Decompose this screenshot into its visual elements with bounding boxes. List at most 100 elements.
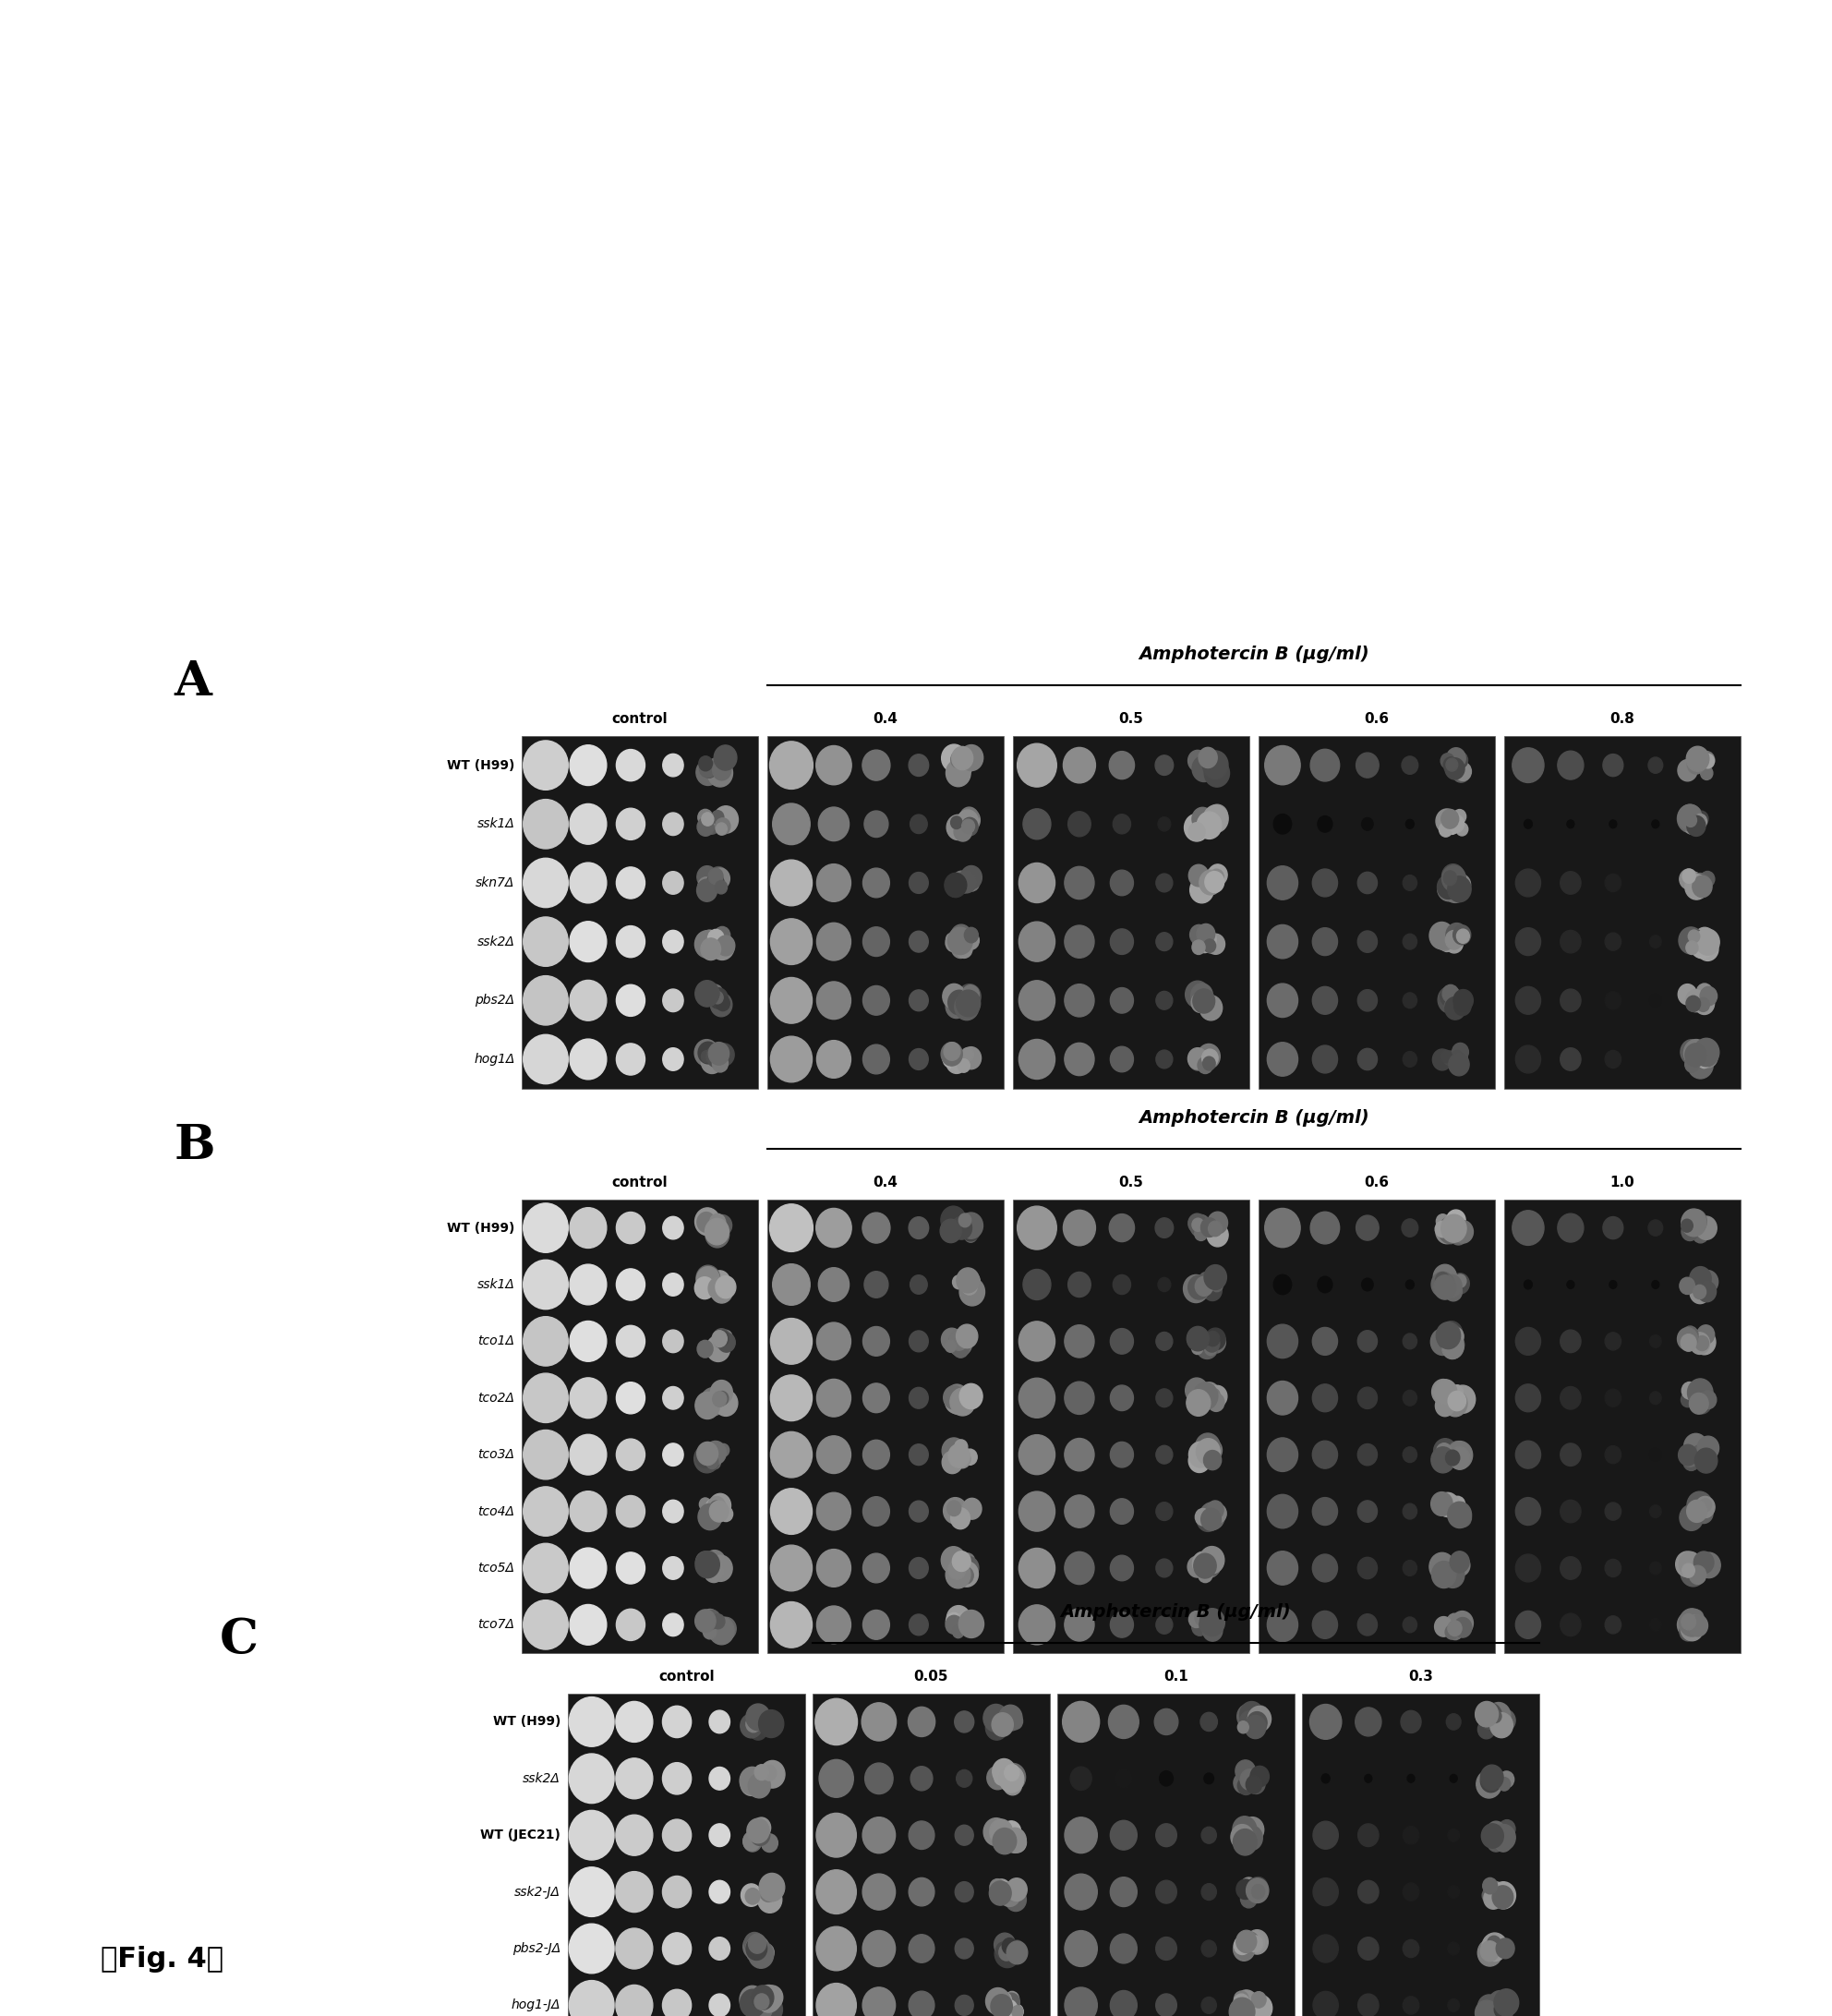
Circle shape	[1000, 2000, 1017, 2016]
Circle shape	[707, 984, 722, 1000]
Circle shape	[958, 1611, 984, 1637]
Circle shape	[709, 1494, 731, 1518]
Circle shape	[771, 1488, 812, 1534]
Circle shape	[1233, 1772, 1253, 1792]
Circle shape	[863, 1383, 890, 1413]
Circle shape	[1070, 1766, 1092, 1790]
Circle shape	[993, 1758, 1015, 1784]
Circle shape	[1196, 923, 1215, 943]
Circle shape	[958, 1613, 971, 1627]
Circle shape	[700, 760, 716, 778]
Circle shape	[1451, 1496, 1466, 1512]
Circle shape	[696, 1552, 714, 1572]
Circle shape	[703, 1560, 724, 1583]
Circle shape	[1449, 1504, 1462, 1518]
Circle shape	[716, 996, 729, 1010]
Circle shape	[1698, 1282, 1717, 1302]
Circle shape	[1205, 1343, 1216, 1355]
Text: skn7Δ: skn7Δ	[476, 877, 515, 889]
Circle shape	[1605, 1445, 1621, 1464]
Circle shape	[1687, 1609, 1704, 1627]
Text: 0.6: 0.6	[1365, 712, 1389, 726]
Circle shape	[989, 1879, 1006, 1895]
Circle shape	[1193, 939, 1205, 954]
Text: Amphotercin B (μg/ml): Amphotercin B (μg/ml)	[1140, 645, 1369, 663]
Circle shape	[1445, 758, 1464, 780]
Circle shape	[1365, 1774, 1372, 1782]
Circle shape	[1451, 1615, 1471, 1637]
Circle shape	[1451, 1050, 1462, 1062]
Text: 0.4: 0.4	[874, 1175, 898, 1189]
Text: Amphotercin B (μg/ml): Amphotercin B (μg/ml)	[1140, 1109, 1369, 1127]
Circle shape	[1019, 1605, 1055, 1645]
Circle shape	[707, 1496, 725, 1516]
Circle shape	[740, 1883, 762, 1907]
Circle shape	[616, 1927, 652, 1970]
Circle shape	[1455, 1508, 1471, 1526]
Circle shape	[1436, 1443, 1453, 1460]
Circle shape	[1200, 750, 1220, 772]
Circle shape	[1235, 1992, 1249, 2008]
Circle shape	[1689, 929, 1700, 943]
Circle shape	[1268, 867, 1297, 899]
Circle shape	[1453, 752, 1467, 768]
Circle shape	[1312, 1554, 1337, 1583]
Circle shape	[1444, 998, 1458, 1014]
Bar	[813, 1693, 1050, 2016]
Circle shape	[949, 1443, 969, 1468]
Circle shape	[1189, 1276, 1209, 1300]
Circle shape	[1268, 1381, 1297, 1415]
Circle shape	[696, 1447, 714, 1468]
Circle shape	[616, 1496, 645, 1528]
Circle shape	[705, 1456, 718, 1470]
Circle shape	[1002, 1820, 1020, 1843]
Circle shape	[1268, 1609, 1297, 1641]
Circle shape	[1204, 1506, 1224, 1526]
Circle shape	[1680, 1278, 1695, 1294]
Circle shape	[817, 1040, 850, 1079]
Circle shape	[698, 1341, 713, 1357]
Circle shape	[949, 748, 969, 770]
Bar	[1303, 1693, 1539, 2016]
Circle shape	[953, 754, 971, 774]
Text: tco7Δ: tco7Δ	[478, 1619, 515, 1631]
Circle shape	[720, 1331, 733, 1345]
Circle shape	[663, 1933, 691, 1964]
Circle shape	[1200, 1383, 1220, 1405]
Circle shape	[960, 1615, 980, 1635]
Circle shape	[1689, 754, 1702, 770]
Circle shape	[751, 1712, 764, 1726]
Circle shape	[1248, 1935, 1262, 1951]
Circle shape	[1202, 873, 1218, 889]
Circle shape	[1434, 1222, 1449, 1238]
Circle shape	[865, 1272, 889, 1298]
Circle shape	[570, 980, 606, 1020]
Circle shape	[1561, 990, 1581, 1012]
Circle shape	[1189, 865, 1209, 887]
Circle shape	[1449, 1054, 1462, 1066]
Circle shape	[1358, 1556, 1378, 1579]
Circle shape	[570, 1435, 606, 1476]
Circle shape	[1198, 748, 1216, 768]
Circle shape	[943, 1048, 960, 1068]
Text: control: control	[658, 1669, 714, 1683]
Circle shape	[771, 861, 812, 905]
Circle shape	[1678, 1329, 1698, 1351]
Text: 0.4: 0.4	[874, 712, 898, 726]
Circle shape	[1515, 1611, 1541, 1639]
Circle shape	[1561, 1331, 1581, 1353]
Circle shape	[1312, 1046, 1337, 1073]
Circle shape	[1238, 1776, 1255, 1794]
Circle shape	[1489, 1881, 1504, 1897]
Circle shape	[709, 1278, 729, 1300]
Circle shape	[1183, 814, 1209, 841]
Circle shape	[947, 1500, 962, 1516]
Circle shape	[1436, 1322, 1460, 1349]
Circle shape	[702, 812, 714, 827]
Circle shape	[1696, 937, 1718, 962]
Circle shape	[1202, 1508, 1222, 1530]
Circle shape	[1248, 1774, 1266, 1794]
Circle shape	[1110, 1046, 1134, 1073]
Circle shape	[1605, 992, 1621, 1010]
Circle shape	[747, 1947, 758, 1960]
